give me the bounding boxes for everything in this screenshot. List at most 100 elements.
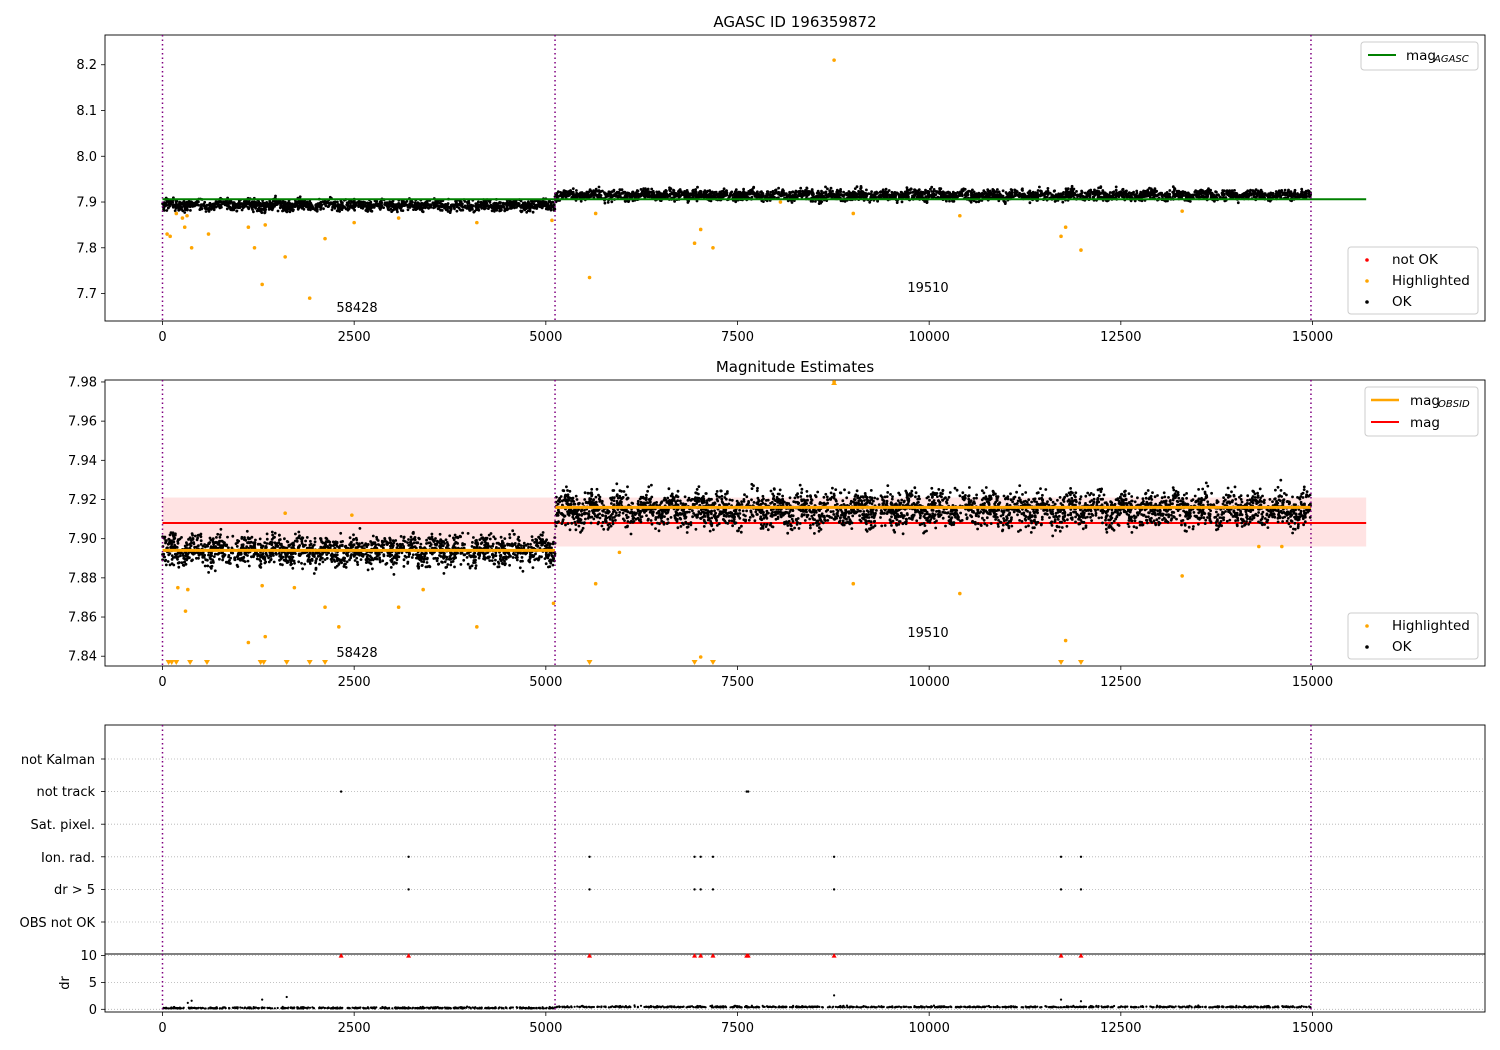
ok-point: [420, 209, 424, 213]
highlighted-point: [958, 213, 962, 218]
ok-point: [440, 202, 444, 206]
ok-point: [926, 193, 930, 197]
ok-point: [597, 189, 601, 192]
ok-point: [391, 201, 394, 205]
ok-point: [644, 194, 648, 198]
ok-point: [254, 201, 258, 204]
ok-point: [294, 202, 297, 205]
ok-point: [174, 201, 178, 204]
ok-point: [1155, 194, 1159, 198]
ok-point: [905, 186, 909, 190]
ok-point: [1008, 195, 1011, 199]
ok-point: [254, 206, 257, 210]
ok-point: [1147, 194, 1150, 197]
ok-point: [382, 206, 385, 210]
ok-point: [216, 532, 220, 536]
ok-point: [699, 194, 703, 198]
ok-point: [475, 208, 479, 212]
highlighted-point: [283, 255, 287, 259]
ok-point: [434, 205, 437, 209]
y-tick-label: 8.1: [76, 104, 97, 119]
ok-point: [561, 191, 565, 195]
ok-point: [178, 204, 182, 208]
ok-point: [378, 556, 381, 560]
ok-point: [477, 208, 481, 212]
ok-point: [1046, 187, 1050, 190]
y-tick-label: 8.0: [76, 150, 97, 165]
ok-point: [1121, 188, 1124, 192]
ok-point: [751, 191, 755, 195]
ok-point: [709, 192, 712, 196]
ok-point: [1076, 194, 1079, 198]
ok-point: [429, 203, 433, 207]
ok-point: [330, 208, 334, 212]
ok-point: [661, 194, 665, 198]
ok-point: [1014, 193, 1017, 197]
ok-point: [1108, 191, 1112, 194]
ok-point: [668, 192, 672, 196]
ok-point: [927, 195, 931, 199]
ok-point: [205, 203, 209, 207]
ok-point: [840, 193, 844, 197]
ok-point: [477, 200, 480, 204]
highlighted-point: [246, 225, 251, 229]
ok-point: [1062, 192, 1065, 196]
ok-point: [482, 205, 486, 209]
ok-point: [549, 208, 553, 212]
ok-point: [247, 201, 251, 205]
legend-mag-agasc: mag AGASC: [1360, 41, 1479, 71]
ok-point: [777, 192, 781, 196]
ok-point: [1003, 200, 1006, 204]
ok-point: [455, 209, 459, 213]
ok-point: [259, 202, 263, 205]
highlighted-point: [1063, 225, 1068, 229]
ok-point: [1245, 192, 1249, 196]
ok-point: [1081, 194, 1084, 198]
ok-point: [240, 537, 244, 540]
ok-point: [930, 190, 933, 193]
ok-point: [546, 204, 550, 208]
ok-point: [443, 205, 447, 209]
highlighted-point: [778, 200, 783, 204]
ok-point: [1237, 195, 1240, 199]
ok-point: [1252, 189, 1255, 193]
ok-point: [912, 190, 915, 194]
ok-point: [897, 194, 901, 198]
highlighted-point: [174, 211, 179, 216]
ok-point: [300, 206, 303, 209]
ok-point: [597, 195, 601, 198]
ok-point: [657, 193, 661, 196]
ok-point: [790, 191, 794, 194]
ok-point: [1114, 188, 1118, 192]
ok-point: [1073, 193, 1077, 196]
ok-point: [1053, 189, 1056, 193]
ok-point: [858, 192, 862, 196]
ok-point: [538, 203, 541, 207]
x-tick-label: 0: [158, 330, 166, 345]
ok-point: [400, 209, 403, 212]
ok-point: [801, 190, 805, 194]
ok-point: [463, 200, 467, 203]
ok-point: [814, 195, 818, 199]
ok-point: [315, 208, 319, 212]
ok-point: [895, 191, 899, 195]
ok-point: [351, 201, 355, 205]
ok-point: [1080, 191, 1084, 194]
ok-point: [445, 203, 449, 207]
ok-point: [394, 206, 398, 210]
ok-point: [1300, 190, 1304, 194]
ok-point: [227, 201, 230, 205]
highlighted-point: [698, 227, 703, 232]
ok-point: [977, 200, 981, 204]
ok-point: [339, 200, 343, 204]
ok-point: [725, 189, 728, 193]
ok-point: [954, 192, 958, 195]
ok-point: [214, 205, 217, 209]
ok-point: [1078, 193, 1082, 197]
ok-point: [314, 203, 318, 207]
ok-point: [296, 207, 300, 211]
ok-point: [383, 537, 387, 540]
ok-point: [467, 200, 470, 204]
ok-point: [819, 192, 822, 196]
ok-point: [466, 532, 470, 535]
